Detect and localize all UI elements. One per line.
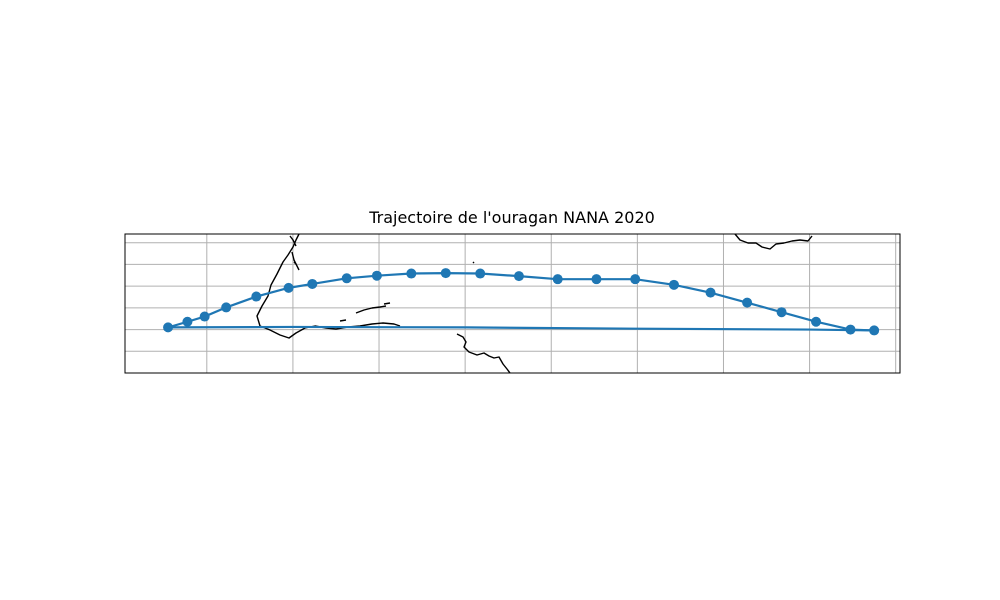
track-point — [251, 291, 262, 302]
track-point — [475, 268, 486, 279]
track-point — [845, 324, 856, 335]
coastline-north-africa — [734, 233, 813, 250]
track-point — [668, 279, 679, 290]
coastlines — [256, 233, 813, 374]
track-point — [283, 282, 294, 293]
track-point — [221, 302, 232, 313]
track-point — [440, 268, 451, 279]
coastline-hispaniola — [383, 302, 391, 305]
track-point — [811, 316, 822, 327]
track-point — [406, 268, 417, 279]
track-point — [591, 274, 602, 285]
track-point — [371, 270, 382, 281]
track-point — [199, 311, 210, 322]
track-line-return — [168, 325, 875, 332]
coastline-central-america — [256, 233, 401, 339]
map-title: Trajectoire de l'ouragan NANA 2020 — [369, 208, 655, 227]
track-point — [552, 274, 563, 285]
track-point — [630, 274, 641, 285]
track-point — [513, 271, 524, 282]
track-point — [705, 287, 716, 298]
coastline-south-america — [456, 333, 511, 374]
track-point — [742, 297, 753, 308]
track-point — [869, 325, 880, 336]
coastline-cuba — [355, 305, 387, 314]
track-point — [341, 273, 352, 284]
track-point — [182, 316, 193, 327]
coastline-atlantic-island — [293, 261, 297, 265]
track-point — [163, 322, 174, 333]
map-area — [124, 233, 901, 374]
hurricane-track — [163, 268, 880, 336]
coastline-islands — [472, 261, 475, 264]
track-point — [776, 307, 787, 318]
coastline-jamaica — [339, 319, 347, 322]
map-frame — [124, 233, 901, 374]
track-point — [307, 278, 318, 289]
